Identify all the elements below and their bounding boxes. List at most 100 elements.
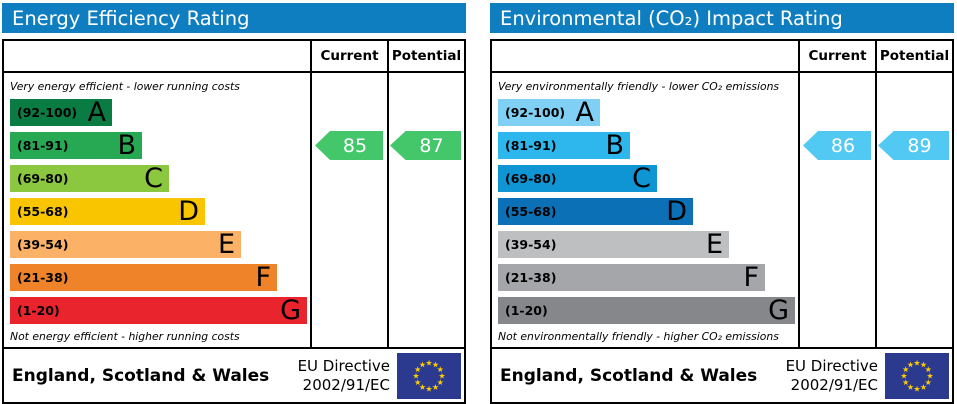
band-range: (1-20)	[505, 303, 548, 318]
band-letter: F	[255, 262, 271, 293]
band-range: (81-91)	[505, 138, 557, 153]
band-letter: E	[705, 229, 723, 260]
eu-directive-line2: 2002/91/EC	[790, 375, 878, 394]
potential-rating-arrow: 87	[390, 131, 461, 160]
current-column-header: Current	[310, 41, 387, 71]
band-bar-d: (55-68) D	[10, 198, 205, 225]
band-row-g: (1-20) G	[10, 294, 310, 327]
band-bar-e: (39-54) E	[10, 231, 241, 258]
band-list: (92-100) A (81-91) B (69-80) C (55-68) D (39-54)…	[10, 96, 310, 327]
region-label: England, Scotland & Wales	[500, 365, 758, 386]
band-range: (39-54)	[505, 237, 557, 252]
band-row-f: (21-38) F	[498, 261, 798, 294]
potential-column-header: Potential	[387, 41, 464, 71]
band-row-a: (92-100) A	[10, 96, 310, 129]
band-letter: G	[280, 295, 301, 326]
band-range: (21-38)	[17, 270, 69, 285]
footer-row: England, Scotland & Wales EU Directive 2…	[492, 347, 952, 402]
rating-ramp: Very energy efficient - lower running co…	[4, 73, 310, 347]
band-row-d: (55-68) D	[498, 195, 798, 228]
band-row-e: (39-54) E	[10, 228, 310, 261]
eu-directive-line1: EU Directive	[785, 357, 878, 376]
panel-title: Environmental (CO₂) Impact Rating	[500, 6, 843, 30]
eu-flag-icon	[397, 352, 461, 399]
caption-top: Very environmentally friendly - lower CO…	[498, 80, 780, 93]
band-range: (39-54)	[17, 237, 69, 252]
band-bar-a: (92-100) A	[498, 99, 600, 126]
potential-column: 89	[875, 73, 952, 347]
energy-title-bar: Energy Efficiency Rating	[2, 3, 466, 33]
current-column: 85	[310, 73, 387, 347]
caption-top: Very energy efficient - lower running co…	[10, 80, 240, 93]
band-bar-b: (81-91) B	[10, 132, 142, 159]
band-bar-b: (81-91) B	[498, 132, 630, 159]
rating-ramp: Very environmentally friendly - lower CO…	[492, 73, 798, 347]
band-letter: F	[743, 262, 759, 293]
band-letter: C	[632, 163, 651, 194]
band-bar-f: (21-38) F	[498, 264, 765, 291]
band-row-g: (1-20) G	[498, 294, 798, 327]
band-row-c: (69-80) C	[498, 162, 798, 195]
caption-bottom: Not energy efficient - higher running co…	[10, 330, 240, 343]
band-range: (69-80)	[505, 171, 557, 186]
energy-efficiency-panel: Energy Efficiency Rating Current Potenti…	[2, 3, 466, 404]
band-range: (55-68)	[505, 204, 557, 219]
band-bar-f: (21-38) F	[10, 264, 277, 291]
current-rating-arrow: 86	[803, 131, 871, 160]
band-range: (81-91)	[17, 138, 69, 153]
region-label: England, Scotland & Wales	[12, 365, 270, 386]
band-letter: G	[768, 295, 789, 326]
band-letter: C	[144, 163, 163, 194]
band-range: (92-100)	[17, 105, 78, 120]
current-column-header: Current	[798, 41, 875, 71]
band-letter: E	[217, 229, 235, 260]
potential-rating-arrow: 89	[878, 131, 949, 160]
band-letter: A	[575, 97, 594, 128]
energy-rating-table: Current Potential Very energy efficient …	[2, 39, 466, 404]
band-row-e: (39-54) E	[498, 228, 798, 261]
environmental-title-bar: Environmental (CO₂) Impact Rating	[490, 3, 954, 33]
column-header-row: Current Potential	[4, 41, 464, 73]
rating-body: Very energy efficient - lower running co…	[4, 73, 464, 347]
eu-directive-label: EU Directive 2002/91/EC	[786, 357, 878, 394]
band-range: (69-80)	[17, 171, 69, 186]
eu-directive-line1: EU Directive	[297, 357, 390, 376]
caption-bottom: Not environmentally friendly - higher CO…	[498, 330, 779, 343]
potential-column-header: Potential	[875, 41, 952, 71]
band-row-c: (69-80) C	[10, 162, 310, 195]
environmental-rating-table: Current Potential Very environmentally f…	[490, 39, 954, 404]
ramp-header-spacer	[492, 41, 798, 71]
column-header-row: Current Potential	[492, 41, 952, 73]
footer-row: England, Scotland & Wales EU Directive 2…	[4, 347, 464, 402]
eu-directive-line2: 2002/91/EC	[302, 375, 390, 394]
band-letter: B	[117, 130, 136, 161]
band-letter: B	[605, 130, 624, 161]
band-row-a: (92-100) A	[498, 96, 798, 129]
band-bar-d: (55-68) D	[498, 198, 693, 225]
eu-directive-label: EU Directive 2002/91/EC	[298, 357, 390, 394]
current-column: 86	[798, 73, 875, 347]
environmental-impact-panel: Environmental (CO₂) Impact Rating Curren…	[490, 3, 954, 404]
current-rating-arrow: 85	[315, 131, 383, 160]
band-bar-c: (69-80) C	[498, 165, 657, 192]
ramp-header-spacer	[4, 41, 310, 71]
band-letter: A	[87, 97, 106, 128]
band-list: (92-100) A (81-91) B (69-80) C (55-68) D (39-54)…	[498, 96, 798, 327]
band-row-f: (21-38) F	[10, 261, 310, 294]
band-row-b: (81-91) B	[10, 129, 310, 162]
band-bar-c: (69-80) C	[10, 165, 169, 192]
eu-flag-icon	[885, 352, 949, 399]
rating-body: Very environmentally friendly - lower CO…	[492, 73, 952, 347]
panel-title: Energy Efficiency Rating	[12, 6, 250, 30]
band-letter: D	[178, 196, 199, 227]
band-bar-g: (1-20) G	[498, 297, 795, 324]
band-range: (1-20)	[17, 303, 60, 318]
band-bar-a: (92-100) A	[10, 99, 112, 126]
band-range: (55-68)	[17, 204, 69, 219]
band-range: (21-38)	[505, 270, 557, 285]
band-bar-e: (39-54) E	[498, 231, 729, 258]
band-row-b: (81-91) B	[498, 129, 798, 162]
band-row-d: (55-68) D	[10, 195, 310, 228]
band-letter: D	[666, 196, 687, 227]
